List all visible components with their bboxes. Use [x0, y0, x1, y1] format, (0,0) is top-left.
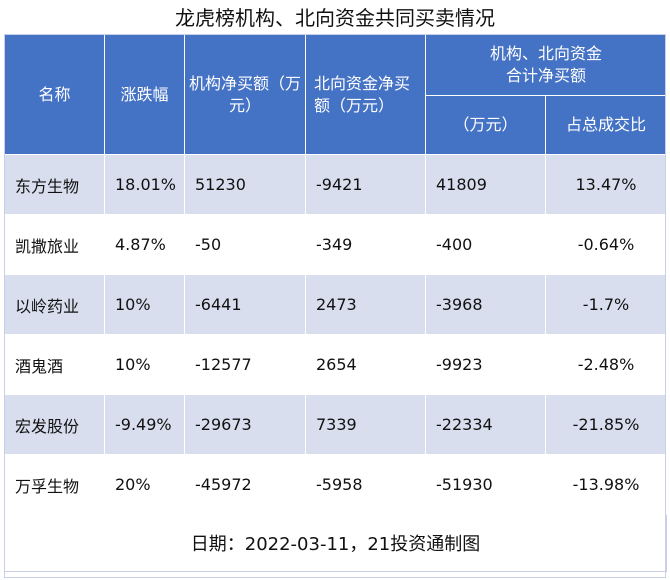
cell-inst: -6441 — [184, 274, 306, 335]
header-name: 名称 — [4, 34, 105, 155]
cell-inst: -50 — [184, 214, 306, 275]
table-row: 酒鬼酒 10% -12577 2654 -9923 -2.48% — [4, 334, 668, 395]
cell-name: 酒鬼酒 — [4, 334, 105, 395]
cell-name: 凯撒旅业 — [4, 214, 105, 275]
header-combined-group: 机构、北向资金合计净买额 — [424, 34, 668, 96]
header-change: 涨跌幅 — [104, 34, 185, 155]
cell-change: 10% — [104, 334, 185, 395]
header-north-net-buy: 北向资金净买额（万元） — [305, 34, 426, 155]
cell-change: -9.49% — [104, 394, 185, 455]
cell-total: -3968 — [425, 274, 546, 335]
cell-north: -9421 — [305, 154, 426, 215]
cell-ratio: -0.64% — [544, 214, 668, 275]
header-inst-net-buy: 机构净买额（万元） — [184, 34, 306, 155]
cell-north: 2473 — [305, 274, 426, 335]
cell-north: -5958 — [305, 454, 426, 515]
header-ratio: 占总成交比 — [544, 95, 668, 155]
cell-change: 10% — [104, 274, 185, 335]
cell-total: -22334 — [425, 394, 546, 455]
cell-ratio: -2.48% — [544, 334, 668, 395]
cell-total: -9923 — [425, 334, 546, 395]
table-row: 以岭药业 10% -6441 2473 -3968 -1.7% — [4, 274, 668, 335]
cell-change: 20% — [104, 454, 185, 515]
cell-total: 41809 — [425, 154, 546, 215]
cell-north: 7339 — [305, 394, 426, 455]
table-row: 宏发股份 -9.49% -29673 7339 -22334 -21.85% — [4, 394, 668, 455]
cell-name: 东方生物 — [4, 154, 105, 215]
cell-ratio: 13.47% — [544, 154, 668, 215]
data-table: 名称 涨跌幅 机构净买额（万元） 北向资金净买额（万元） 机构、北向资金合计净买… — [3, 34, 668, 572]
table-row: 万孚生物 20% -45972 -5958 -51930 -13.98% — [4, 454, 668, 515]
cell-name: 万孚生物 — [4, 454, 105, 515]
page-title: 龙虎榜机构、北向资金共同买卖情况 — [175, 6, 495, 30]
cell-inst: -29673 — [184, 394, 306, 455]
cell-change: 18.01% — [104, 154, 185, 215]
cell-change: 4.87% — [104, 214, 185, 275]
cell-ratio: -1.7% — [544, 274, 668, 335]
cell-inst: 51230 — [184, 154, 306, 215]
cell-name: 以岭药业 — [4, 274, 105, 335]
cell-north: -349 — [305, 214, 426, 275]
cell-inst: -45972 — [184, 454, 306, 515]
table-row: 凯撒旅业 4.87% -50 -349 -400 -0.64% — [4, 214, 668, 275]
cell-name: 宏发股份 — [4, 394, 105, 455]
cell-ratio: -21.85% — [544, 394, 668, 455]
cell-north: 2654 — [305, 334, 426, 395]
header-combined-total: （万元） — [425, 95, 546, 155]
table-row: 东方生物 18.01% 51230 -9421 41809 13.47% — [4, 154, 668, 215]
cell-inst: -12577 — [184, 334, 306, 395]
footer-source: 日期：2022-03-11，21投资通制图 — [3, 514, 668, 572]
cell-ratio: -13.98% — [544, 454, 668, 515]
cell-total: -400 — [425, 214, 546, 275]
cell-total: -51930 — [425, 454, 546, 515]
